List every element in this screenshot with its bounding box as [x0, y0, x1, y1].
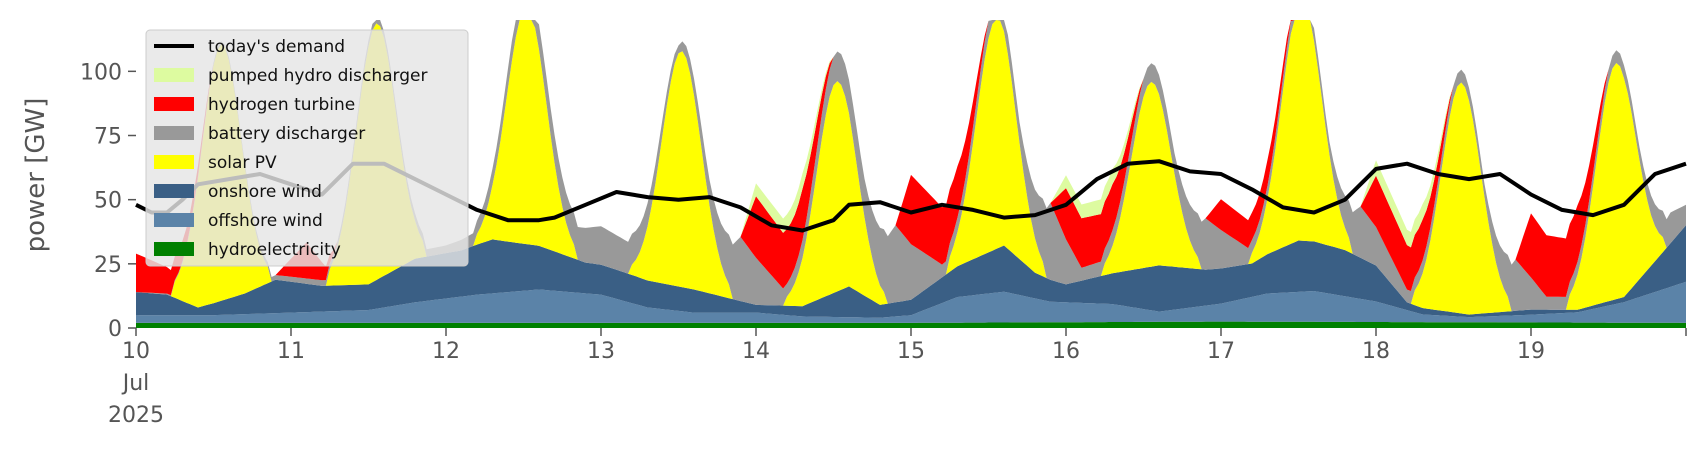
x-tick-label: 16 — [1052, 339, 1080, 364]
x-tick-label: 2025 — [108, 403, 164, 428]
legend-label-offshore-wind: offshore wind — [208, 211, 323, 231]
legend: today's demand pumped hydro discharger hyd… — [145, 29, 469, 267]
y-tick-label: 100 — [80, 60, 122, 85]
x-tick-label: 19 — [1517, 339, 1545, 364]
y-tick-label: 0 — [108, 317, 122, 342]
legend-swatch-solar-pv — [154, 155, 194, 169]
legend-swatch-hydroelectricity — [154, 242, 194, 256]
chart-areas — [136, 20, 1686, 328]
y-tick-label: 50 — [94, 189, 122, 214]
legend-label-today-s-demand: today's demand — [208, 37, 345, 57]
x-tick-label: 11 — [277, 339, 305, 364]
legend-swatch-onshore-wind — [154, 184, 194, 198]
legend-label-hydroelectricity: hydroelectricity — [208, 240, 341, 260]
x-tick-label: 14 — [742, 339, 770, 364]
area-battery-discharger — [136, 20, 1686, 312]
legend-label-hydrogen-turbine: hydrogen turbine — [208, 95, 355, 115]
legend-label-battery-discharger: battery discharger — [208, 124, 365, 144]
legend-label-onshore-wind: onshore wind — [208, 182, 322, 202]
x-tick-label: Jul — [121, 371, 150, 396]
x-tick-label: 13 — [587, 339, 615, 364]
x-tick-label: 17 — [1207, 339, 1235, 364]
legend-box — [145, 29, 469, 267]
legend-swatch-pumped-hydro-discharger — [154, 68, 194, 82]
area-offshore-wind — [136, 281, 1686, 323]
legend-label-solar-pv: solar PV — [208, 153, 277, 173]
area-hydrogen-turbine — [136, 20, 1686, 297]
legend-swatch-battery-discharger — [154, 126, 194, 140]
y-axis-label: power [GW] — [21, 98, 51, 253]
area-hydroelectricity — [136, 321, 1686, 328]
x-tick-label: 15 — [897, 339, 925, 364]
x-tick-label: 10 — [122, 339, 150, 364]
area-solar-pv — [136, 20, 1686, 315]
legend-swatch-offshore-wind — [154, 213, 194, 227]
legend-label-pumped-hydro-discharger: pumped hydro discharger — [208, 66, 427, 86]
x-tick-label: 18 — [1362, 339, 1390, 364]
legend-swatch-hydrogen-turbine — [154, 97, 194, 111]
y-tick-label: 25 — [94, 253, 122, 278]
x-tick-label: 12 — [432, 339, 460, 364]
area-onshore-wind — [136, 225, 1686, 318]
chart-axes: 0 25 50 75 100 10 Jul 2025 11 12 13 14 15 16 17 18 19 — [80, 60, 1687, 428]
y-tick-label: 75 — [94, 125, 122, 150]
